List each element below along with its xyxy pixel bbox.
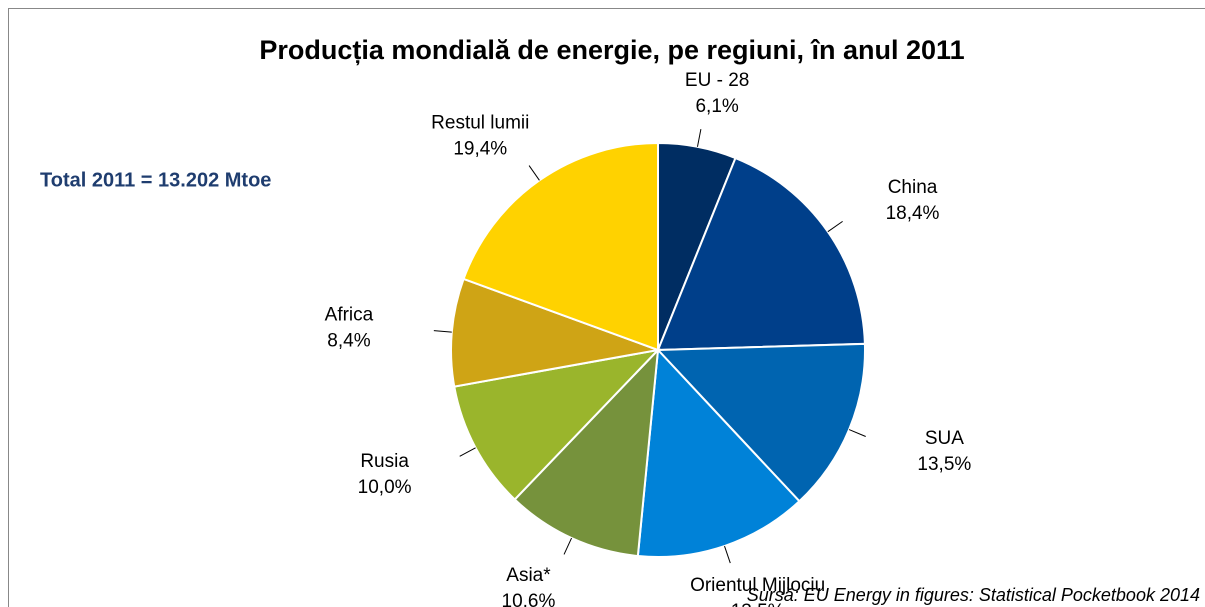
- slice-label: Orientul Mijlociu: [690, 575, 825, 596]
- source-note: Sursă: EU Energy in figures: Statistical…: [747, 585, 1200, 605]
- slice-label: Rusia: [360, 451, 409, 472]
- leader-line: [563, 537, 573, 555]
- pie-slice: [453, 348, 661, 501]
- pie-slice: [656, 156, 866, 352]
- chart-title: Producția mondială de energie, pe regiun…: [259, 35, 964, 65]
- leader-line: [528, 165, 540, 181]
- pie-slice: [655, 342, 866, 503]
- slice-label: Africa: [325, 304, 374, 325]
- slice-value-label: 8,4%: [327, 330, 370, 351]
- leader-line: [696, 129, 702, 147]
- slice-label: SUA: [925, 428, 964, 449]
- slice-value-label: 19,4%: [453, 138, 507, 159]
- pie-slice: [636, 347, 801, 558]
- slice-value-label: 6,1%: [695, 96, 738, 117]
- leader-line: [459, 447, 476, 457]
- slice-value-label: 13,5%: [731, 601, 785, 607]
- leader-line: [433, 330, 452, 333]
- slice-label: EU - 28: [685, 70, 749, 91]
- slice-value-label: 13,5%: [917, 454, 971, 475]
- slice-value-label: 10,6%: [502, 591, 556, 607]
- slice-label: Asia*: [506, 565, 551, 586]
- leader-line: [848, 429, 866, 437]
- pie-slice: [513, 347, 660, 558]
- slice-label: Restul lumii: [431, 112, 529, 133]
- leader-line: [724, 545, 731, 564]
- leader-line: [827, 220, 843, 233]
- slice-label: China: [888, 177, 938, 198]
- slice-value-label: 10,0%: [358, 477, 412, 498]
- slice-value-label: 18,4%: [886, 203, 940, 224]
- total-annotation: Total 2011 = 13.202 Mtoe: [40, 169, 271, 191]
